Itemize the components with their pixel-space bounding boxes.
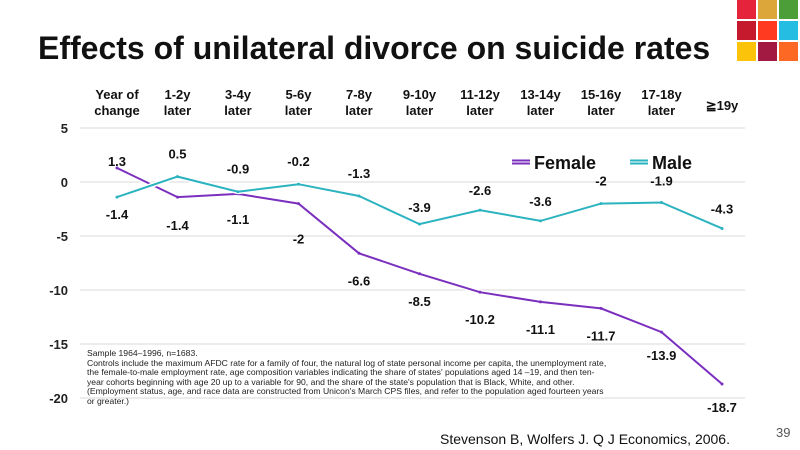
data-label-female: -2 (293, 232, 305, 247)
data-point-male (236, 190, 240, 194)
data-point-female (539, 300, 542, 304)
data-label-female: -18.7 (707, 400, 737, 415)
data-point-male (357, 194, 361, 198)
y-tick-label: 0 (61, 175, 68, 190)
page-number: 39 (776, 425, 791, 440)
sdg-tile (737, 0, 756, 19)
legend-label-male: Male (652, 153, 692, 173)
data-point-male (720, 226, 724, 230)
data-point-male (539, 219, 542, 223)
data-point-female (720, 382, 724, 386)
y-tick-label: -5 (56, 229, 68, 244)
data-point-male (478, 208, 482, 212)
data-point-female (418, 272, 421, 276)
data-label-female: -6.6 (348, 273, 370, 288)
data-label-male: -3.9 (408, 200, 430, 215)
category-label: 7-8y later (345, 87, 373, 118)
data-label-male: -0.9 (227, 162, 249, 177)
data-point-male (660, 201, 663, 205)
category-label: 3-4y later (224, 87, 252, 118)
y-tick-label: 5 (61, 121, 68, 136)
data-point-male (599, 202, 603, 206)
data-label-male: 0.5 (168, 147, 186, 162)
data-label-female: -11.1 (526, 322, 555, 337)
category-label: 11-12y later (460, 87, 500, 118)
data-label-female: -13.9 (647, 348, 677, 363)
y-tick-label: -15 (49, 337, 68, 352)
legend-label-female: Female (534, 153, 596, 173)
y-tick-label: -10 (49, 283, 68, 298)
sdg-tile (737, 42, 756, 61)
sdg-tile (758, 0, 777, 19)
data-label-male: -1.9 (650, 174, 672, 189)
category-label: 17-18y later (641, 87, 682, 118)
data-point-male (297, 182, 300, 186)
category-label: 1-2y later (163, 87, 192, 118)
data-label-female: -11.7 (587, 328, 616, 343)
sdg-tile (758, 42, 777, 61)
data-label-male: -2.6 (469, 183, 491, 198)
sdg-tile (779, 42, 798, 61)
method-note-text: Sample 1964–1996, n=1683. Controls inclu… (87, 348, 607, 406)
category-label: 9-10y later (402, 87, 437, 118)
y-tick-label: -20 (49, 391, 68, 406)
data-label-female: -10.2 (465, 312, 495, 327)
data-point-female (297, 202, 300, 206)
category-label: Year of change (94, 87, 140, 118)
data-point-female (115, 166, 119, 170)
data-label-male: -4.3 (711, 201, 733, 216)
data-label-male: -3.6 (529, 194, 551, 209)
data-label-male: -1.3 (348, 166, 370, 181)
sdg-tile (779, 21, 798, 40)
sdg-tile (737, 21, 756, 40)
data-label-female: 1.3 (108, 154, 126, 169)
data-label-male: -2 (595, 174, 607, 189)
data-point-male (115, 195, 119, 199)
slide-title: Effects of unilateral divorce on suicide… (38, 30, 711, 66)
sdg-tile (758, 21, 777, 40)
data-label-female: -8.5 (408, 294, 430, 309)
data-point-female (478, 290, 482, 294)
data-point-male (176, 175, 179, 179)
data-point-female (176, 195, 179, 199)
category-label: ≧19y (705, 98, 739, 113)
source-citation: Stevenson B, Wolfers J. Q J Economics, 2… (440, 431, 730, 447)
category-label: 15-16y later (580, 87, 622, 118)
data-label-male: -1.4 (106, 207, 129, 222)
data-point-female (599, 306, 603, 310)
data-point-female (660, 330, 663, 334)
category-label: 5-6y later (284, 87, 313, 118)
sdg-tile (779, 0, 798, 19)
data-label-male: -0.2 (287, 154, 309, 169)
sdg-goals-icon (737, 0, 800, 63)
data-point-female (357, 251, 361, 255)
category-label: 13-14y later (520, 87, 561, 118)
data-point-male (418, 222, 421, 226)
data-label-female: -1.1 (227, 212, 249, 227)
method-note: Sample 1964–1996, n=1683. Controls inclu… (87, 348, 607, 407)
data-label-female: -1.4 (166, 218, 189, 233)
